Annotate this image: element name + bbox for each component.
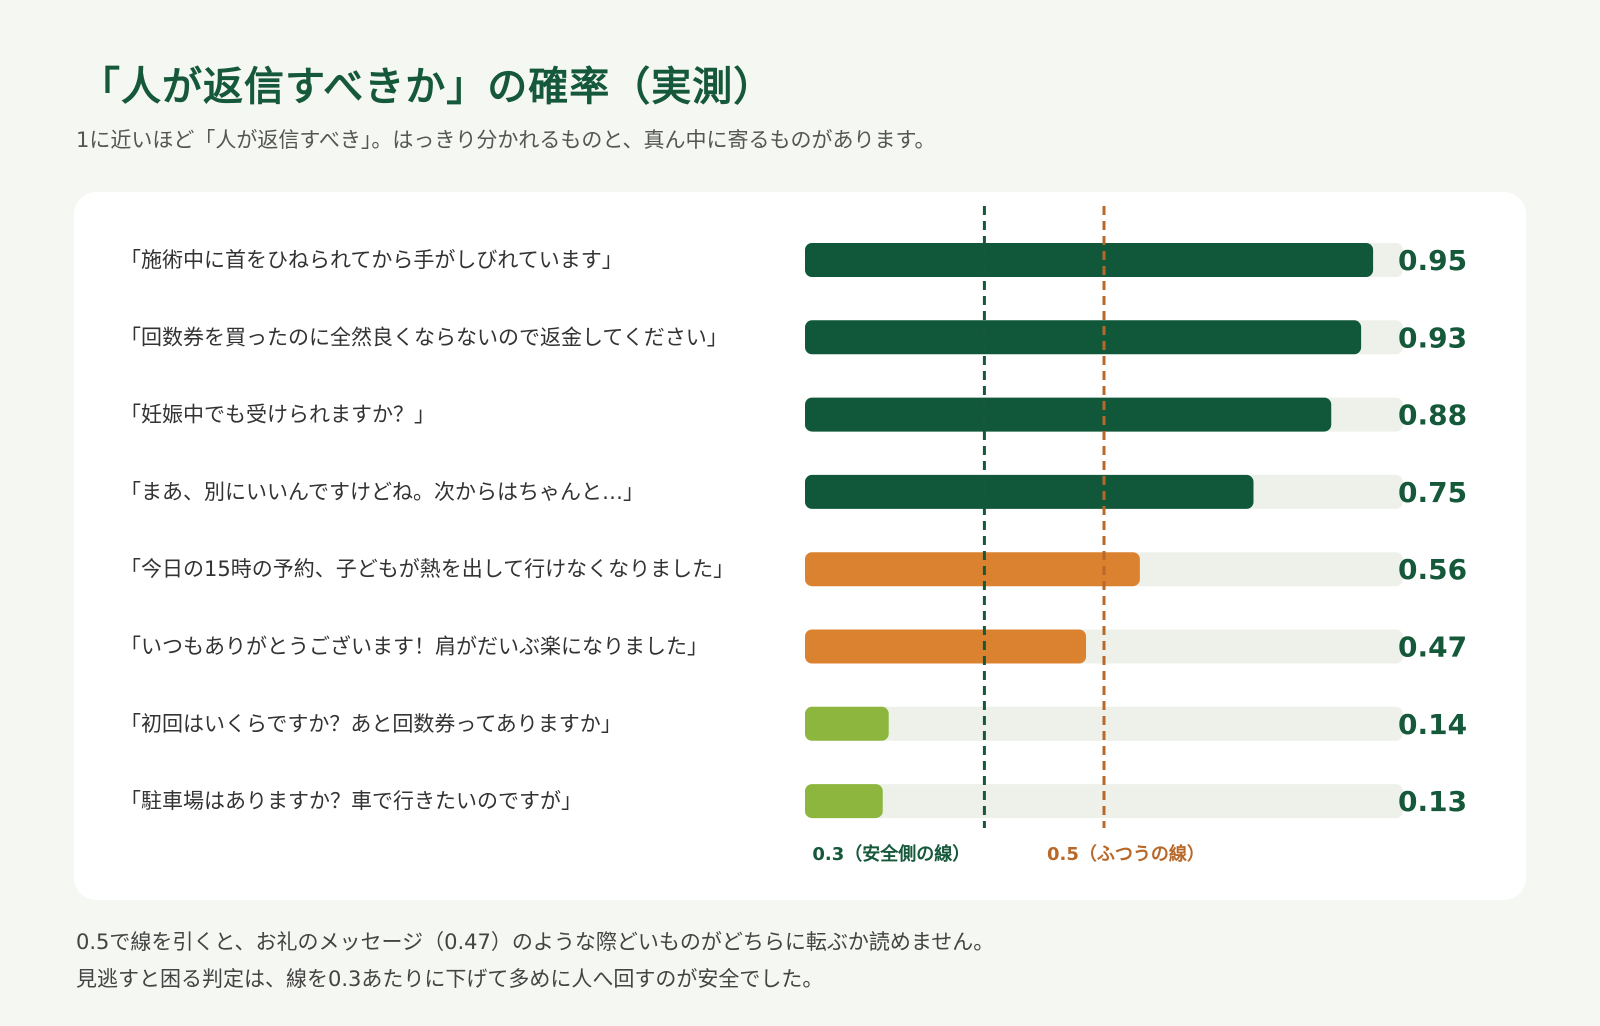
footnote-line-2: 見逃すと困る判定は、線を0.3あたりに下げて多めに人へ回すのが安全でした。 — [76, 967, 824, 991]
data-label: 0.88 — [1398, 399, 1467, 432]
data-label: 0.93 — [1398, 321, 1467, 354]
category-label: 「施術中に首をひねられてから手がしびれています」 — [120, 248, 623, 272]
bar — [805, 629, 1087, 664]
category-label: 「妊娠中でも受けられますか？」 — [120, 403, 435, 427]
category-label: 「今日の15時の予約、子どもが熱を出して行けなくなりました」 — [120, 557, 734, 581]
bar — [805, 320, 1362, 355]
bar — [805, 243, 1374, 277]
probability-bar-chart: 「施術中に首をひねられてから手がしびれています」 0.95 「回数券を買ったのに全然… — [120, 206, 1467, 865]
bar — [805, 706, 889, 741]
bar-track — [805, 784, 1403, 819]
category-label: 「駐車場はありますか？車で行きたいのですが」 — [120, 789, 582, 813]
data-label: 0.14 — [1398, 708, 1467, 741]
footnote-line-1: 0.5で線を引くと、お礼のメッセージ（0.47）のような際どいものがどちらに転ぶ… — [76, 930, 995, 954]
category-label: 「回数券を買ったのに全然良くならないので返金してください」 — [120, 325, 728, 349]
data-label: 0.75 — [1398, 476, 1467, 509]
category-label: 「いつもありがとうございます！肩がだいぶ楽になりました」 — [120, 635, 708, 659]
page-subtitle: 1に近いほど「人が返信すべき」。はっきり分かれるものと、真ん中に寄るものがありま… — [76, 128, 936, 152]
category-label: 「初回はいくらですか？あと回数券ってありますか」 — [120, 712, 622, 736]
bar — [805, 784, 883, 819]
bar — [805, 552, 1140, 587]
page-title: 「人が返信すべきか」の確率（実測） — [80, 64, 775, 110]
bar — [805, 397, 1332, 432]
data-label: 0.47 — [1398, 631, 1467, 664]
bar — [805, 474, 1254, 509]
category-label: 「まあ、別にいいんですけどね。次からはちゃんと…」 — [120, 480, 644, 504]
data-label: 0.56 — [1398, 553, 1467, 586]
chart-card: 「施術中に首をひねられてから手がしびれています」 0.95 「回数券を買ったのに全然… — [74, 192, 1526, 900]
footnote: 0.5で線を引くと、お礼のメッセージ（0.47）のような際どいものがどちらに転ぶ… — [76, 924, 994, 998]
data-label: 0.13 — [1398, 785, 1467, 818]
normal-threshold-label: 0.5（ふつうの線） — [1047, 843, 1205, 865]
data-label: 0.95 — [1398, 244, 1467, 277]
safe-threshold-label: 0.3（安全側の線） — [812, 843, 970, 865]
